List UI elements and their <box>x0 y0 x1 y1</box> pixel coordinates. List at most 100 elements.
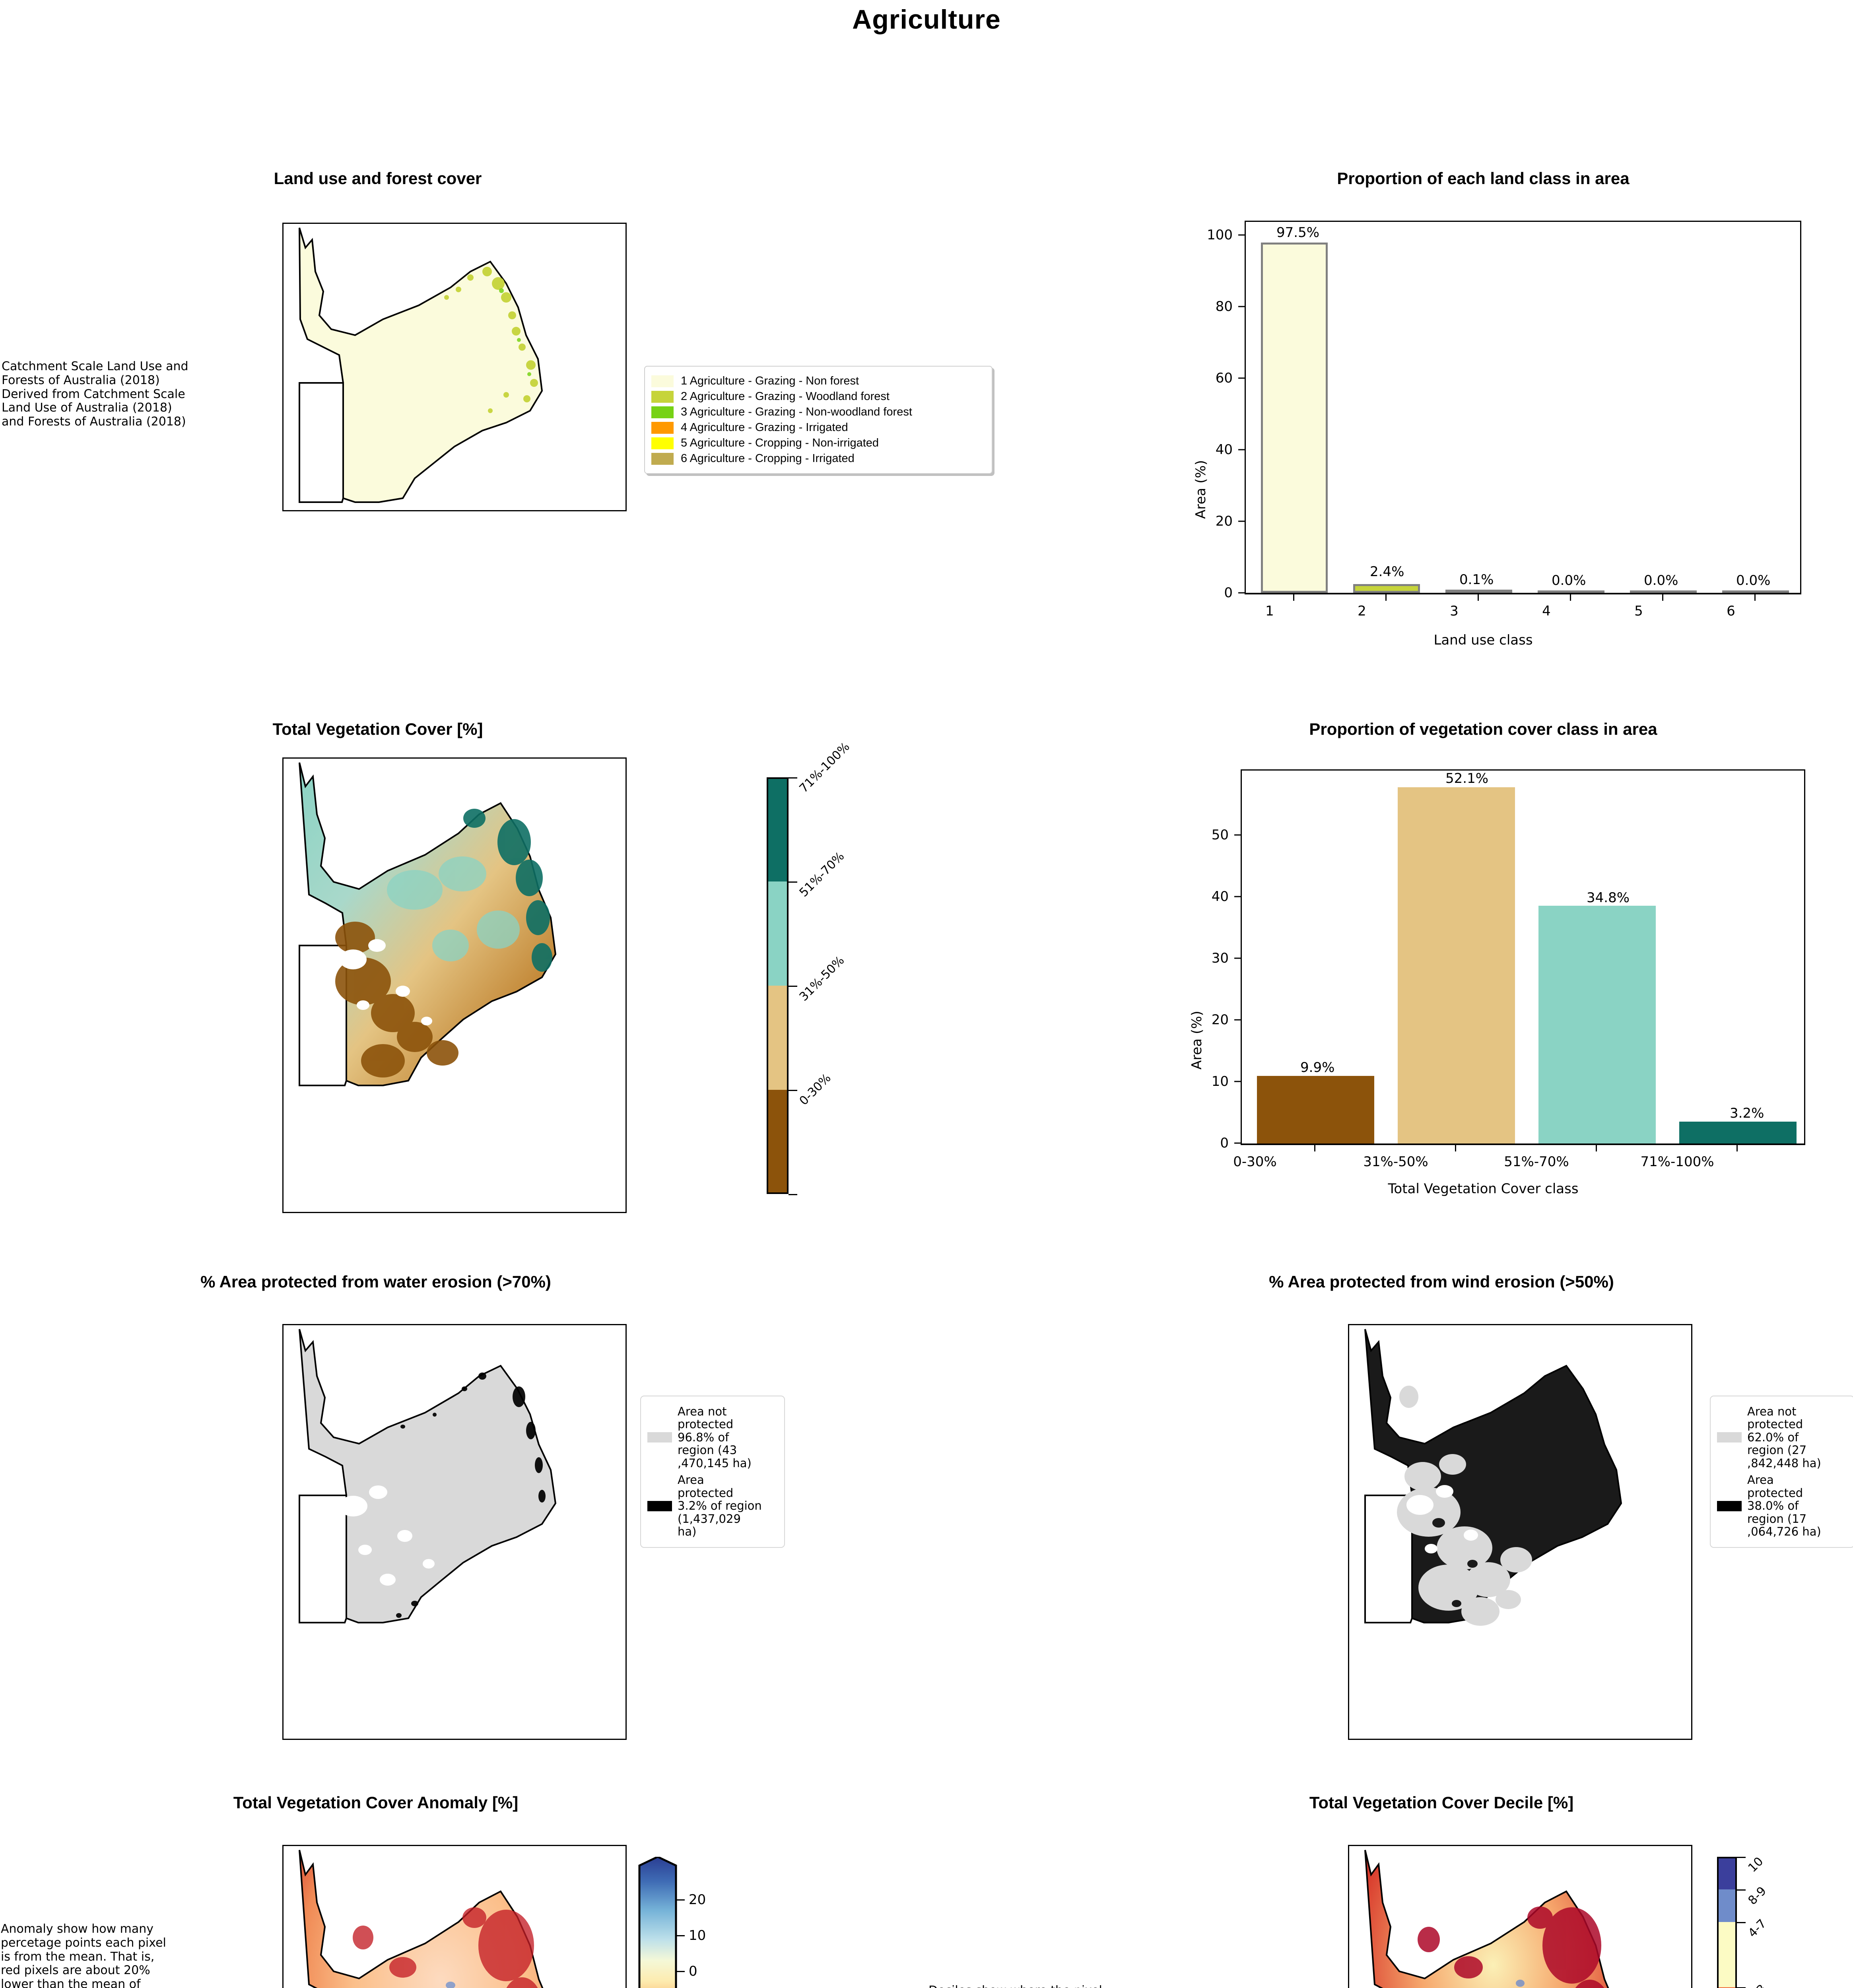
colorbar-label: 51%-70% <box>796 849 847 900</box>
land-use-map-raster <box>299 227 543 503</box>
bar[interactable] <box>1445 590 1512 593</box>
bar-value-label: 97.5% <box>1276 225 1320 241</box>
decile-colorbar: 10 8-9 4-7 2-3 1 <box>1714 1841 1849 1988</box>
veg-cover-map-title: Total Vegetation Cover [%] <box>272 720 483 738</box>
colorbar-tick-label: 10 <box>689 1928 706 1943</box>
bar[interactable] <box>1257 1076 1374 1143</box>
bar[interactable] <box>1722 590 1789 593</box>
x-tick-label: 6 <box>1727 603 1735 619</box>
x-tick-label: 51%-70% <box>1504 1154 1569 1170</box>
legend-label: 5 Agriculture - Cropping - Non-irrigated <box>681 437 879 449</box>
y-tick-label: 0 <box>1220 1135 1229 1151</box>
colorbar-segment <box>1717 1987 1737 1988</box>
land-use-map[interactable] <box>282 223 627 511</box>
chart-title: Proportion of vegetation cover class in … <box>1309 720 1657 738</box>
legend-swatch <box>651 375 674 387</box>
legend-label: Area protected 38.0% of region (17 ,064,… <box>1747 1473 1821 1539</box>
colorbar-segment <box>767 777 789 881</box>
colorbar-segment <box>767 1090 789 1194</box>
legend-item: 6 Agriculture - Cropping - Irrigated <box>651 452 985 465</box>
y-tick-label: 10 <box>1211 1074 1229 1089</box>
colorbar-label: 31%-50% <box>796 953 847 1004</box>
y-axis-label: Area (%) <box>1193 460 1209 519</box>
x-tick-label: 3 <box>1450 603 1459 619</box>
legend-item: 5 Agriculture - Cropping - Non-irrigated <box>651 437 985 450</box>
bar[interactable] <box>1538 906 1656 1143</box>
x-axis-label: Total Vegetation Cover class <box>1388 1181 1579 1197</box>
colorbar-label: 8-9 <box>1745 1884 1769 1908</box>
colorbar-label: 4-7 <box>1745 1916 1769 1940</box>
veg-cover-map[interactable] <box>282 757 627 1213</box>
bar-value-label: 34.8% <box>1587 890 1630 906</box>
bar-value-label: 3.2% <box>1730 1105 1764 1121</box>
legend-swatch <box>651 406 674 418</box>
wind-erosion-map-title: % Area protected from wind erosion (>50%… <box>1269 1272 1614 1291</box>
legend-item: 4 Agriculture - Grazing - Irrigated <box>651 421 985 434</box>
x-tick-label: 2 <box>1358 603 1366 619</box>
wind-erosion-raster <box>1364 1329 1622 1626</box>
bar[interactable] <box>1398 787 1515 1143</box>
legend-label: Area not protected 62.0% of region (27 ,… <box>1747 1405 1821 1470</box>
veg-cover-bar-chart: Proportion of vegetation cover class in … <box>1145 720 1821 1233</box>
decile-raster <box>1364 1850 1609 1988</box>
bar-value-label: 52.1% <box>1445 771 1489 786</box>
page-title: Agriculture <box>852 4 1001 35</box>
legend-label: 6 Agriculture - Cropping - Irrigated <box>681 452 855 465</box>
wind-erosion-map[interactable] <box>1348 1324 1692 1740</box>
legend-label: 2 Agriculture - Grazing - Woodland fores… <box>681 390 890 403</box>
colorbar-label: 2-3 <box>1746 1982 1769 1988</box>
x-tick-label: 4 <box>1542 603 1551 619</box>
y-tick-label: 60 <box>1215 370 1233 386</box>
bar-value-label: 9.9% <box>1300 1060 1335 1076</box>
veg-cover-map-raster <box>299 762 557 1086</box>
colorbar-segment <box>1717 1857 1737 1889</box>
decile-map[interactable] <box>1348 1845 1692 1988</box>
legend-label: 3 Agriculture - Grazing - Non-woodland f… <box>681 406 912 418</box>
colorbar-segment <box>1717 1889 1737 1922</box>
y-tick-label: 20 <box>1211 1012 1229 1028</box>
y-tick-label: 20 <box>1215 513 1233 529</box>
bar-value-label: 0.0% <box>1552 573 1586 588</box>
land-use-legend: 1 Agriculture - Grazing - Non forest 2 A… <box>644 366 993 474</box>
legend-swatch <box>651 437 674 449</box>
water-erosion-map[interactable] <box>282 1324 627 1740</box>
bar[interactable] <box>1679 1122 1797 1143</box>
decile-map-title: Total Vegetation Cover Decile [%] <box>1309 1793 1574 1812</box>
x-tick-label: 5 <box>1634 603 1643 619</box>
bar[interactable] <box>1261 243 1328 593</box>
y-tick-label: 30 <box>1211 950 1229 966</box>
legend-swatch <box>651 452 674 465</box>
colorbar-segment <box>1717 1922 1737 1987</box>
legend-label: Area not protected 96.8% of region (43 ,… <box>678 1405 752 1470</box>
bar-value-label: 0.1% <box>1459 572 1494 588</box>
colorbar-label: 0-30% <box>796 1071 834 1108</box>
bar[interactable] <box>1353 584 1420 593</box>
anomaly-note: Anomaly show how many percetage points e… <box>1 1922 166 1988</box>
legend-item: 2 Agriculture - Grazing - Woodland fores… <box>651 390 985 403</box>
y-tick-label: 40 <box>1215 442 1233 458</box>
legend-swatch <box>651 421 674 434</box>
land-use-map-title: Land use and forest cover <box>274 169 482 188</box>
legend-label: 1 Agriculture - Grazing - Non forest <box>681 375 859 387</box>
y-tick-label: 0 <box>1224 585 1233 601</box>
legend-item: Area protected 3.2% of region (1,437,029… <box>645 1474 780 1538</box>
plot-area <box>1241 769 1805 1145</box>
land-use-source-note: Catchment Scale Land Use and Forests of … <box>2 359 188 429</box>
land-class-bar-chart: Proportion of each land class in area Ar… <box>1145 169 1821 682</box>
legend-swatch <box>651 390 674 403</box>
colorbar-segment <box>767 986 789 1090</box>
anomaly-raster <box>299 1850 544 1988</box>
water-erosion-legend: Area not protected 96.8% of region (43 ,… <box>640 1396 785 1548</box>
legend-swatch <box>1717 1432 1742 1443</box>
bar[interactable] <box>1538 590 1604 593</box>
legend-item: 3 Agriculture - Grazing - Non-woodland f… <box>651 406 985 419</box>
y-tick-label: 80 <box>1215 299 1233 315</box>
y-tick-label: 40 <box>1211 889 1229 905</box>
anomaly-map[interactable] <box>282 1845 627 1988</box>
bar-value-label: 2.4% <box>1370 564 1404 580</box>
legend-swatch <box>647 1432 672 1443</box>
bar[interactable] <box>1630 590 1697 593</box>
colorbar-tick-label: 0 <box>689 1963 697 1979</box>
anomaly-colorbar: 20 10 0 −10 −20 <box>636 1841 787 1988</box>
colorbar-segment <box>767 881 789 986</box>
